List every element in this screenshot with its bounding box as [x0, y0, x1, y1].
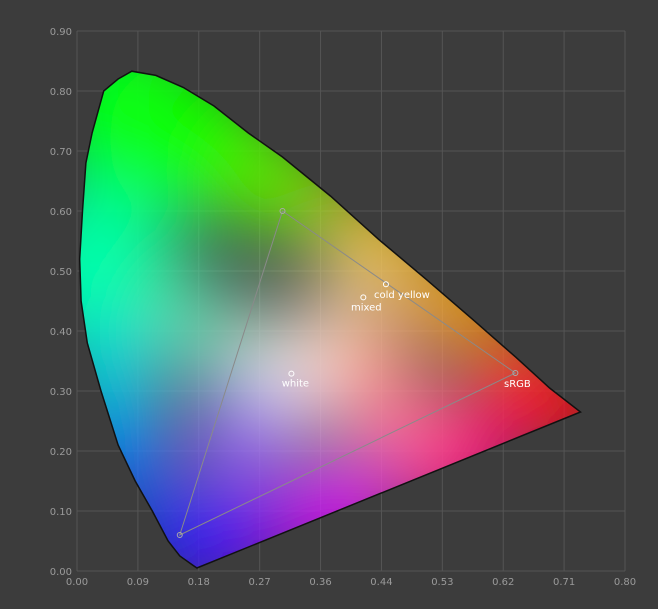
x-tick-label: 0.53 [431, 577, 453, 588]
x-tick-label: 0.00 [66, 577, 88, 588]
point-marker [382, 281, 389, 288]
y-tick-label: 0.10 [50, 507, 72, 518]
y-tick-label: 0.90 [50, 27, 72, 38]
y-tick-label: 0.40 [50, 327, 72, 338]
gamut-label: sRGB [504, 379, 531, 390]
point-label: cold yellow [374, 290, 430, 301]
gamut-vertex [512, 370, 519, 376]
y-tick-label: 0.70 [50, 147, 72, 158]
y-tick-label: 0.30 [50, 387, 72, 398]
x-tick-label: 0.44 [370, 577, 392, 588]
point-marker [288, 370, 295, 377]
x-tick-label: 0.80 [614, 577, 636, 588]
y-tick-label: 0.60 [50, 207, 72, 218]
x-tick-label: 0.27 [249, 577, 271, 588]
spectral-locus [78, 70, 582, 569]
x-tick-label: 0.09 [127, 577, 149, 588]
y-tick-label: 0.20 [50, 447, 72, 458]
y-tick-label: 0.00 [50, 567, 72, 578]
x-tick-label: 0.71 [553, 577, 575, 588]
srgb-gamut-triangle [178, 210, 517, 536]
point-label: white [282, 379, 309, 390]
gamut-vertex [176, 532, 183, 538]
point-marker [360, 294, 367, 301]
x-tick-label: 0.62 [492, 577, 514, 588]
x-tick-label: 0.18 [188, 577, 210, 588]
gamut-vertex [279, 208, 286, 214]
y-tick-label: 0.50 [50, 267, 72, 278]
x-tick-label: 0.36 [309, 577, 331, 588]
y-tick-label: 0.80 [50, 87, 72, 98]
point-label: mixed [351, 302, 382, 313]
